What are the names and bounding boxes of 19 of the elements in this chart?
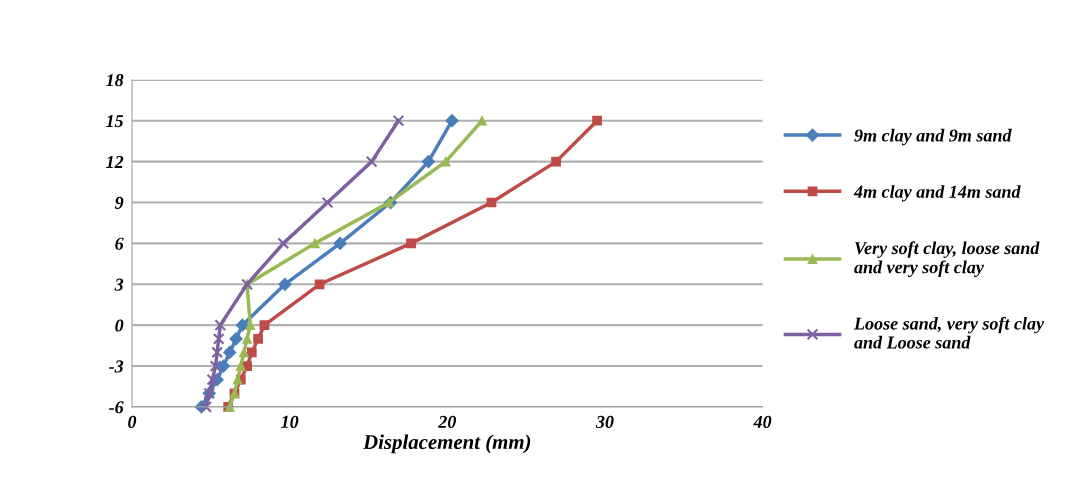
x-tick-label: 30 — [595, 415, 614, 428]
y-tick-label: 6 — [115, 237, 124, 250]
x-tick-label: 40 — [753, 415, 772, 428]
x-tick-label: 0 — [128, 415, 137, 428]
y-tick-label: 15 — [106, 115, 124, 128]
y-tick-label: 9 — [114, 196, 124, 209]
legend-label: 9m clay and 9m sand — [854, 128, 1012, 146]
y-tick-label: 12 — [106, 155, 124, 168]
y-tick-label: -6 — [109, 401, 124, 414]
x-tick-label: 20 — [438, 415, 457, 428]
y-tick-label: -3 — [109, 360, 124, 373]
y-tick-label: 0 — [115, 319, 124, 332]
legend-label: Very soft clay, loose sand and very soft clay — [854, 241, 1040, 278]
legend-label: Loose sand, very soft clay and Loose sand — [853, 316, 1045, 349]
x-tick-label: 10 — [281, 415, 299, 428]
legend-label: 4m clay and 14m sand — [853, 185, 1021, 202]
y-tick-label: 18 — [106, 74, 124, 87]
x-axis-title: Displacement (mm) — [362, 434, 531, 454]
y-tick-label: 3 — [114, 278, 124, 291]
